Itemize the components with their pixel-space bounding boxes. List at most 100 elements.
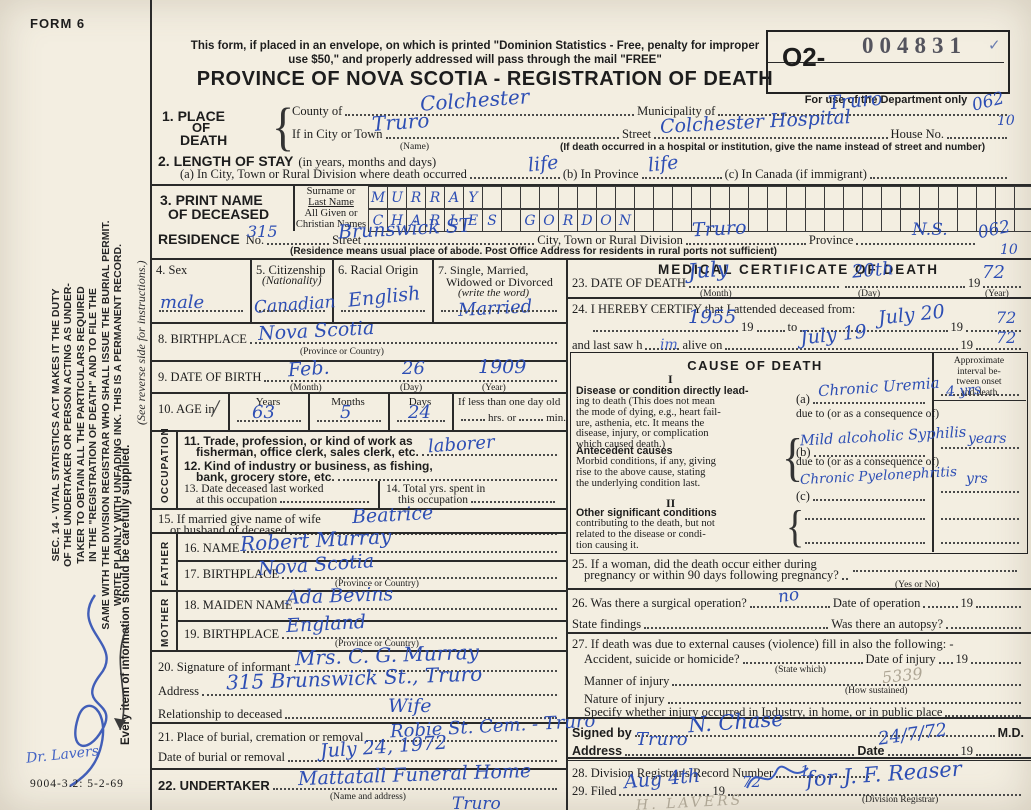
disease-label-line: ing to death (This does not mean <box>576 396 715 407</box>
age-label: 10. AGE in <box>158 402 215 416</box>
name-letter-box <box>977 209 996 232</box>
name-letter: H <box>390 212 404 229</box>
disease-label-lines: ing to death (This does not mean the mod… <box>576 396 792 451</box>
name-letter-box <box>673 209 692 232</box>
name-letter-box <box>635 186 654 209</box>
dotted-line <box>976 752 1021 756</box>
name-letter-box <box>996 186 1015 209</box>
dotted-line <box>337 477 557 481</box>
injury-location-label: Specify whether injury occurred in Indus… <box>584 705 943 719</box>
name-letter-box <box>787 186 806 209</box>
cell-divider <box>452 392 454 430</box>
total-years-label-line1: 14. Total yrs. spent in <box>386 483 486 495</box>
citizenship-label: 5. Citizenship <box>256 263 326 277</box>
cause-c-label: (c) <box>796 489 810 503</box>
s1-heading2: OF <box>192 120 211 135</box>
row-border <box>150 360 566 362</box>
name-letter-box <box>844 186 863 209</box>
father-name-label: 16. NAME <box>184 541 240 555</box>
margin-divider-line <box>150 0 152 810</box>
external-causes-label: 27. If death was due to external causes … <box>572 637 954 651</box>
md-label: M.D. <box>997 726 1024 740</box>
name-letter: A <box>410 212 422 229</box>
printed-19: 19 <box>960 596 974 610</box>
name-letter-box <box>825 186 844 209</box>
dotted-line <box>983 284 1021 288</box>
dotted-line <box>887 752 958 756</box>
name-letter: G <box>524 212 536 229</box>
row-border <box>150 650 566 652</box>
burial-place-label: 21. Place of burial, cremation or remova… <box>158 730 364 744</box>
operation-value: no <box>776 584 801 608</box>
age-days-value: 24 <box>408 402 431 423</box>
dotted-line <box>800 328 948 332</box>
attended-from-value: 1955 <box>688 306 737 328</box>
name-letter-box: R <box>407 186 426 209</box>
dotted-line <box>469 175 560 179</box>
dotted-line <box>941 516 1019 520</box>
informant-address-label: Address <box>158 684 199 698</box>
last-worked-label-line1: 13. Date deceased last worked <box>184 483 324 495</box>
marital-label-line3: (write the word) <box>458 287 530 299</box>
father-birthplace-sub: (Province or Country) <box>335 579 419 589</box>
row-border <box>566 717 1031 719</box>
cause-a-interval: 4 yrs <box>945 381 982 401</box>
stay-city-label: (a) In City, Town or Rural Division wher… <box>180 167 467 181</box>
name-letter-box <box>844 209 863 232</box>
dotted-line <box>345 112 635 116</box>
dotted-line <box>288 758 557 762</box>
column-divider <box>566 258 568 810</box>
dotted-line <box>776 774 869 778</box>
hrs-label: hrs. or <box>488 412 517 424</box>
interval-header-line: and death <box>960 387 998 398</box>
industry-label-line1: 12. Kind of industry or business, as fis… <box>184 459 433 473</box>
mother-birthplace-value: England <box>285 610 367 638</box>
printed-19: 19 <box>967 276 981 290</box>
dotted-line <box>971 660 1021 664</box>
strip-divider <box>176 430 178 508</box>
year-sub-label: (Year) <box>482 383 506 393</box>
dotted-line <box>742 660 863 664</box>
occupation-strip-label: OCCUPATION <box>160 427 171 503</box>
marital-label-line2: Widowed or Divorced <box>446 275 553 289</box>
signed-date-label: Date <box>857 744 885 758</box>
row-border <box>150 590 566 592</box>
s2-heading: 2. LENGTH OF STAY <box>158 153 294 169</box>
name-letter-box <box>958 209 977 232</box>
undertaker-label: 22. UNDERTAKER <box>158 778 270 793</box>
name-letter-box <box>483 186 502 209</box>
registrar-signature-flourish <box>746 765 809 789</box>
dotted-line <box>385 135 619 139</box>
age-months-label: Months <box>331 396 365 408</box>
name-letter-box <box>521 186 540 209</box>
dotted-line <box>341 308 425 312</box>
given-names-label-line2: Christian Names <box>295 219 367 231</box>
spouse-label-line2: or husband of deceased <box>170 523 287 537</box>
row-border <box>150 768 566 770</box>
dotted-line <box>397 418 445 422</box>
name-letter: R <box>562 212 574 229</box>
s3-heading1: 3. PRINT NAME <box>160 192 263 208</box>
name-letter-box <box>768 209 787 232</box>
birth-month-value: Feb. <box>287 356 331 382</box>
physician-address-value: Truro <box>636 729 688 750</box>
dotted-line <box>201 692 557 696</box>
dotted-line <box>249 340 557 344</box>
dotted-line <box>259 308 325 312</box>
dotted-line <box>641 175 722 179</box>
other-conditions-bold: Other significant conditions <box>576 507 717 519</box>
death-day-sub: (Day) <box>858 289 881 299</box>
how-sustained-sub: (How sustained) <box>845 686 908 696</box>
name-letter-box <box>654 186 673 209</box>
total-years-label-line2: this occupation <box>398 494 468 506</box>
trade-label-line1: 11. Trade, profession, or kind of work a… <box>184 434 413 448</box>
stay-province-value: life <box>646 151 680 177</box>
given-names-label-line1: All Given or <box>304 208 358 219</box>
name-letter: M <box>370 189 386 206</box>
double-line-top <box>566 757 1031 759</box>
cause-c-interval: yrs <box>966 471 988 487</box>
dotted-line <box>923 604 958 608</box>
mother-strip-label: MOTHER <box>160 597 171 647</box>
